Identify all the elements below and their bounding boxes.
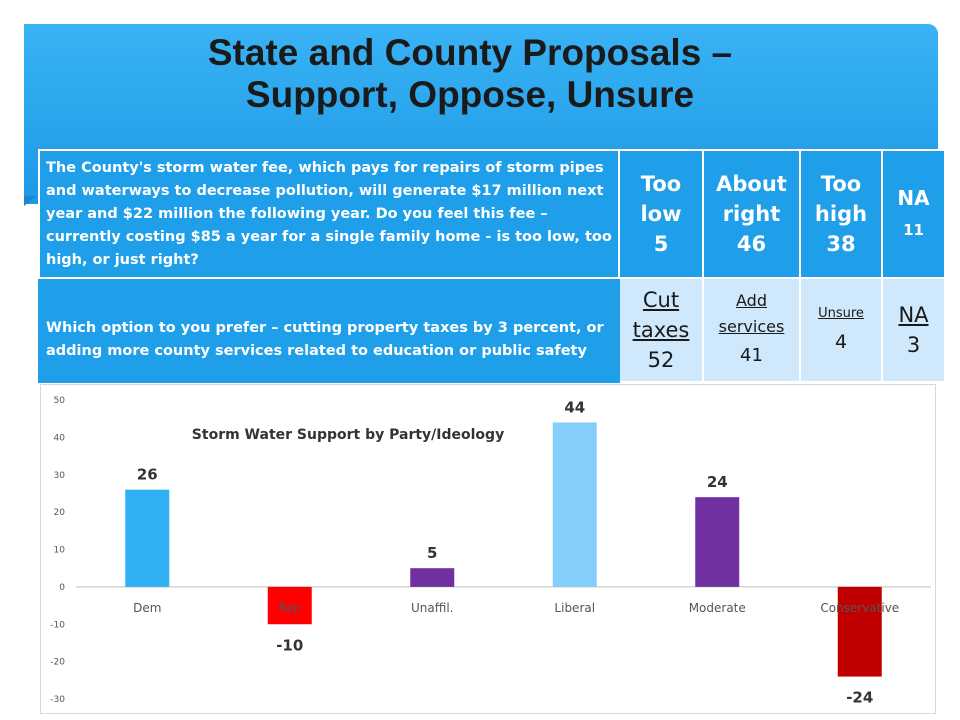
- y-tick-label: 10: [54, 546, 66, 556]
- slide-title-line2: Support, Oppose, Unsure: [245, 74, 695, 115]
- option-value: 46: [736, 232, 767, 256]
- category-label: Rep: [278, 601, 301, 615]
- question-storm-water: The County's storm water fee, which pays…: [38, 149, 620, 279]
- option-about-right: About right 46: [702, 149, 801, 279]
- y-tick-label: -10: [50, 620, 65, 630]
- y-tick-label: 20: [54, 508, 66, 518]
- y-tick-label: -20: [50, 658, 65, 668]
- bar-moderate: [695, 497, 740, 587]
- category-label: Conservative: [820, 601, 899, 615]
- option-label: Cut taxes: [632, 288, 690, 342]
- y-tick-label: -30: [50, 695, 65, 705]
- bar-dem: [125, 489, 170, 587]
- option-label: Too high: [814, 172, 868, 226]
- option-label: Too low: [640, 172, 682, 226]
- question-taxes: Which option to you prefer – cutting pro…: [38, 277, 620, 383]
- category-label: Moderate: [689, 601, 746, 615]
- option-unsure: Unsure 4: [799, 277, 883, 383]
- bar-conservative: [837, 586, 882, 677]
- option-value: 4: [834, 331, 848, 353]
- bar-chart: 50 40 30 20 10 0 -10 -20 -30 Storm Water Support …: [40, 384, 936, 714]
- option-value: 3: [906, 333, 921, 357]
- bar-liberal: [552, 422, 597, 587]
- category-label: Dem: [133, 601, 161, 615]
- data-label: 44: [564, 398, 585, 416]
- option-value: 5: [653, 232, 669, 256]
- option-na: NA 11: [881, 149, 946, 279]
- bar-unaffil: [410, 568, 455, 587]
- option-too-high: Too high 38: [799, 149, 883, 279]
- table-row-storm-water: The County's storm water fee, which pays…: [38, 149, 946, 279]
- option-value: 52: [647, 348, 675, 372]
- option-label: Add services: [718, 291, 785, 336]
- option-label: NA: [898, 303, 929, 327]
- option-cut-taxes: Cut taxes 52: [618, 277, 704, 383]
- option-value: 38: [826, 232, 856, 256]
- chart-svg: 50 40 30 20 10 0 -10 -20 -30 Storm Water Support …: [50, 396, 931, 707]
- slide-title: State and County Proposals – Support, Op…: [60, 32, 880, 116]
- data-label: -24: [846, 689, 873, 707]
- option-na: NA 3: [881, 277, 946, 383]
- y-tick-label: 40: [54, 433, 66, 443]
- y-tick-label: 0: [59, 583, 65, 593]
- data-label: 5: [427, 544, 437, 562]
- slide-title-line1: State and County Proposals –: [207, 32, 733, 73]
- option-value: 41: [740, 345, 763, 366]
- category-label: Unaffil.: [411, 601, 454, 615]
- survey-table: The County's storm water fee, which pays…: [38, 149, 946, 383]
- data-label: 24: [707, 473, 728, 491]
- option-value: 11: [903, 221, 924, 239]
- option-add-services: Add services 41: [702, 277, 801, 383]
- y-tick-label: 30: [54, 471, 66, 481]
- banner-fold: [24, 196, 36, 206]
- chart-title: Storm Water Support by Party/Ideology: [192, 427, 504, 443]
- category-label: Liberal: [554, 601, 595, 615]
- data-label: -10: [276, 636, 303, 654]
- table-row-taxes: Which option to you prefer – cutting pro…: [38, 277, 946, 383]
- option-label: Unsure: [818, 306, 864, 321]
- option-label: About right: [716, 172, 787, 226]
- y-tick-label: 50: [54, 396, 66, 406]
- bar-rep: [267, 586, 312, 625]
- option-too-low: Too low 5: [618, 149, 704, 279]
- option-label: NA: [897, 186, 930, 210]
- data-label: 26: [137, 466, 158, 484]
